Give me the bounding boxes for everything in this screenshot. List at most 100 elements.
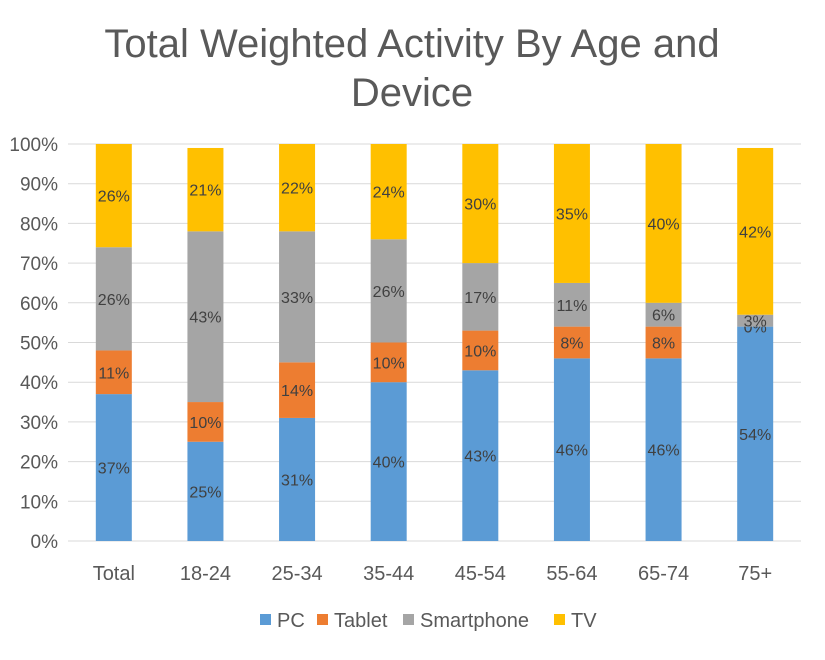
bar-tablet: [279, 362, 316, 418]
data-label: 54%: [739, 427, 771, 444]
legend: PC Tablet Smartphone TV: [260, 610, 597, 632]
data-label: 25%: [189, 484, 221, 501]
data-label: 8%: [652, 336, 675, 353]
x-tick-label: Total: [93, 563, 135, 585]
legend-label: PC: [277, 610, 305, 632]
chart-title-line-2: Device: [351, 71, 473, 115]
bar-smartphone: [370, 239, 407, 343]
bar-smartphone: [645, 302, 682, 327]
chart-title-line-1: Total Weighted Activity By Age and: [104, 22, 719, 66]
bar-pc: [553, 358, 590, 541]
bar-tablet: [95, 350, 132, 395]
x-tick-label: 55-64: [546, 563, 597, 585]
gridlines: [68, 143, 801, 542]
legend-swatch: [317, 614, 328, 625]
data-label: 21%: [189, 183, 221, 200]
bar-tv: [95, 144, 132, 248]
data-label: 30%: [464, 197, 496, 214]
data-label: 33%: [281, 290, 313, 307]
bar-tablet: [645, 326, 682, 359]
bar-smartphone: [553, 282, 590, 327]
bar-tablet: [187, 402, 224, 442]
bar-tv: [279, 144, 316, 232]
bar-stack-25-34: 31% 14% 33% 22%: [279, 144, 316, 541]
legend-swatch: [554, 614, 565, 625]
data-label: 26%: [98, 292, 130, 309]
y-tick-label: 40%: [20, 373, 58, 394]
legend-item-pc: PC: [260, 610, 305, 632]
data-label: 46%: [556, 443, 588, 460]
bar-stack-35-44: 40% 10% 26% 24%: [370, 144, 407, 541]
y-tick-label: 60%: [20, 294, 58, 315]
bar-tablet: [370, 342, 407, 383]
data-label: 24%: [373, 185, 405, 202]
legend-swatch: [403, 614, 414, 625]
data-label: 37%: [98, 461, 130, 478]
legend-item-smartphone: Smartphone: [403, 610, 529, 632]
legend-label: Tablet: [334, 610, 388, 632]
bar-tablet: [462, 330, 499, 371]
data-label: 43%: [189, 310, 221, 327]
x-tick-label: 25-34: [271, 563, 322, 585]
data-label: 46%: [648, 443, 680, 460]
data-label: 10%: [189, 415, 221, 432]
y-tick-label: 90%: [20, 175, 58, 196]
data-label: 8%: [560, 336, 583, 353]
x-axis-ticks: Total 18-24 25-34 35-44 45-54 55-64 65-74 75+: [93, 563, 772, 585]
bar-smartphone: [187, 231, 224, 403]
y-tick-label: 50%: [20, 334, 58, 355]
data-label: 11%: [557, 298, 588, 315]
legend-swatch: [260, 614, 271, 625]
data-label: 6%: [652, 308, 675, 325]
x-tick-label: 65-74: [638, 563, 689, 585]
y-tick-label: 80%: [20, 214, 58, 235]
data-label: 43%: [464, 449, 496, 466]
bar-pc: [95, 394, 132, 541]
data-label: 22%: [281, 181, 313, 198]
bar-tv: [553, 144, 590, 283]
bar-tv: [645, 144, 682, 303]
bar-pc: [737, 326, 774, 541]
data-label: 26%: [373, 284, 405, 301]
legend-item-tv: TV: [554, 610, 597, 632]
x-tick-label: 35-44: [363, 563, 414, 585]
bar-smartphone: [95, 247, 132, 351]
legend-label: TV: [571, 610, 597, 632]
y-tick-label: 20%: [20, 453, 58, 474]
x-tick-label: 45-54: [455, 563, 506, 585]
bar-stack-Total: 37% 11% 26% 26%: [95, 144, 132, 541]
bar-stack-18-24: 25% 10% 43% 21%: [187, 147, 224, 541]
y-tick-label: 10%: [20, 492, 58, 513]
data-label: 35%: [556, 206, 588, 223]
bar-stack-55-64: 46% 8% 11% 35%: [553, 144, 590, 541]
data-label: 3%: [744, 314, 767, 331]
x-tick-label: 75+: [738, 563, 772, 585]
bar-stack-75+: 54%0%3%42%: [737, 147, 774, 541]
bar-pc: [370, 382, 407, 541]
data-label: 40%: [648, 216, 680, 233]
y-tick-label: 0%: [31, 532, 59, 553]
data-label: 40%: [373, 455, 405, 472]
data-label: 26%: [98, 189, 130, 206]
bar-pc: [279, 417, 316, 541]
y-axis-ticks: 0% 10% 20% 30% 40% 50% 60% 70% 80% 90% 100%: [9, 135, 58, 553]
data-label: 11%: [98, 365, 129, 382]
bar-tablet: [553, 326, 590, 359]
bar-pc: [645, 358, 682, 541]
bar-tv: [370, 144, 407, 240]
data-label: 31%: [281, 472, 313, 489]
bar-smartphone: [462, 263, 499, 331]
x-tick-label: 18-24: [180, 563, 231, 585]
bar-stack-45-54: 43% 10% 17% 30%: [462, 144, 499, 541]
bar-pc: [187, 441, 224, 541]
data-label: 10%: [373, 355, 405, 372]
bar-tv: [187, 147, 224, 232]
legend-label: Smartphone: [420, 610, 529, 632]
bar-smartphone: [737, 314, 774, 327]
bar-stack-65-74: 46% 8% 6% 40%: [645, 144, 682, 541]
data-label: 10%: [464, 343, 496, 360]
bar-smartphone: [279, 231, 316, 363]
bar-tv: [737, 147, 774, 315]
